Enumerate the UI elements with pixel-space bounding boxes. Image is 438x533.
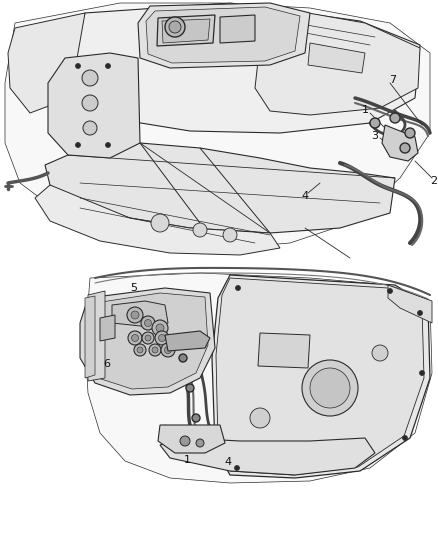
Polygon shape [88, 291, 105, 381]
Circle shape [165, 17, 185, 37]
Circle shape [405, 128, 415, 138]
Circle shape [149, 344, 161, 356]
Circle shape [82, 70, 98, 86]
Polygon shape [220, 15, 255, 43]
Circle shape [106, 63, 110, 69]
Circle shape [403, 435, 407, 440]
Circle shape [236, 286, 240, 290]
Circle shape [417, 311, 423, 316]
Circle shape [127, 307, 143, 323]
Circle shape [390, 113, 400, 123]
Circle shape [310, 368, 350, 408]
Circle shape [134, 344, 146, 356]
Circle shape [250, 408, 270, 428]
Circle shape [145, 319, 152, 327]
Circle shape [156, 324, 164, 332]
Text: 1: 1 [361, 105, 368, 115]
Circle shape [75, 63, 81, 69]
Circle shape [192, 414, 200, 422]
Circle shape [388, 288, 392, 294]
Circle shape [83, 121, 97, 135]
Polygon shape [48, 53, 140, 158]
Circle shape [302, 360, 358, 416]
Circle shape [161, 343, 175, 357]
Polygon shape [160, 438, 375, 475]
Circle shape [165, 346, 172, 353]
Circle shape [131, 335, 138, 342]
Circle shape [223, 228, 237, 242]
Polygon shape [146, 7, 300, 63]
Circle shape [152, 320, 168, 336]
Polygon shape [8, 13, 85, 113]
Circle shape [180, 436, 190, 446]
Circle shape [145, 335, 151, 341]
Text: 3: 3 [371, 131, 378, 141]
Polygon shape [35, 185, 280, 255]
Polygon shape [216, 278, 424, 475]
Circle shape [151, 214, 169, 232]
Polygon shape [388, 285, 432, 323]
Text: 2: 2 [431, 176, 438, 186]
Circle shape [131, 311, 139, 319]
Polygon shape [308, 43, 365, 73]
Circle shape [142, 332, 154, 344]
Polygon shape [138, 3, 310, 68]
Polygon shape [80, 288, 215, 395]
Circle shape [169, 21, 181, 33]
Polygon shape [86, 293, 208, 389]
Polygon shape [5, 3, 430, 248]
Circle shape [106, 142, 110, 148]
Circle shape [137, 347, 143, 353]
Polygon shape [100, 315, 115, 341]
Circle shape [179, 354, 187, 362]
Polygon shape [255, 8, 420, 115]
Polygon shape [45, 143, 395, 233]
Polygon shape [85, 273, 432, 483]
Polygon shape [212, 275, 430, 478]
Circle shape [196, 439, 204, 447]
Circle shape [420, 370, 424, 376]
Circle shape [186, 384, 194, 392]
Text: 4: 4 [224, 457, 232, 467]
Circle shape [234, 465, 240, 471]
Polygon shape [382, 125, 418, 161]
Circle shape [159, 335, 166, 342]
Text: 5: 5 [131, 283, 138, 293]
Text: 6: 6 [103, 359, 110, 369]
Polygon shape [162, 19, 210, 43]
Circle shape [82, 95, 98, 111]
Circle shape [141, 316, 155, 330]
Circle shape [193, 223, 207, 237]
Polygon shape [157, 15, 215, 46]
Circle shape [400, 143, 410, 153]
Circle shape [155, 331, 169, 345]
Text: 1: 1 [184, 455, 191, 465]
Polygon shape [112, 301, 168, 327]
Circle shape [372, 345, 388, 361]
Text: 4: 4 [301, 191, 308, 201]
Circle shape [128, 331, 142, 345]
Polygon shape [158, 425, 225, 453]
Polygon shape [258, 333, 310, 368]
Circle shape [370, 118, 380, 128]
Polygon shape [165, 331, 210, 351]
Circle shape [152, 347, 158, 353]
Polygon shape [85, 296, 95, 378]
Text: 7: 7 [389, 75, 396, 85]
Circle shape [75, 142, 81, 148]
Polygon shape [65, 3, 420, 133]
